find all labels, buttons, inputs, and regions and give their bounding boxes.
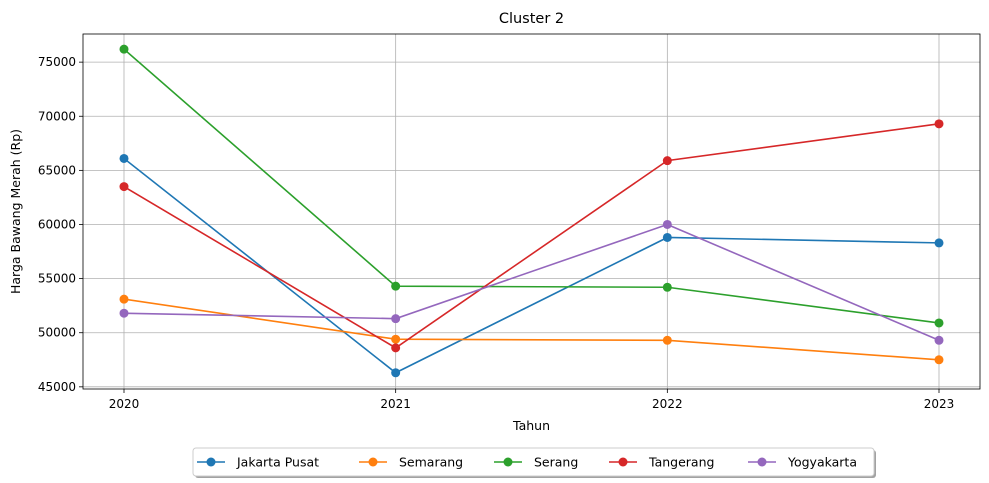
series-line (123, 223, 940, 342)
legend-marker (206, 457, 216, 467)
data-point (119, 153, 129, 163)
legend-label: Yogyakarta (787, 455, 857, 470)
data-point (391, 368, 401, 378)
y-tick-label: 75000 (38, 55, 76, 69)
x-tick-label: 2020 (109, 397, 140, 411)
series-line (123, 48, 940, 324)
data-point (391, 314, 401, 324)
legend-item: Jakarta Pusat (197, 455, 319, 470)
data-point (119, 308, 129, 318)
data-point (662, 335, 672, 345)
legend-marker (368, 457, 378, 467)
x-tick-label: 2022 (652, 397, 683, 411)
legend-label: Semarang (399, 455, 463, 470)
data-point (119, 182, 129, 192)
data-point (934, 238, 944, 248)
data-point (934, 335, 944, 345)
data-point (934, 355, 944, 365)
y-axis-ticks: 45000 50000 55000 60000 65000 70000 75000 (38, 55, 83, 394)
series-jakarta-pusat (119, 153, 944, 378)
x-tick-label: 2021 (380, 397, 411, 411)
y-tick-label: 65000 (38, 163, 76, 177)
legend-item: Yogyakarta (748, 455, 857, 470)
data-point (662, 282, 672, 292)
series-serang (119, 44, 944, 328)
plot-frame (82, 33, 981, 390)
x-tick-label: 2023 (924, 397, 955, 411)
series-line (123, 123, 940, 349)
x-axis-ticks: 2020 2021 2022 2023 (109, 389, 955, 411)
data-point (662, 156, 672, 166)
y-tick-label: 45000 (38, 380, 76, 394)
data-point (391, 281, 401, 291)
legend-item: Serang (494, 455, 578, 470)
data-point (662, 232, 672, 242)
series-yogyakarta (119, 219, 944, 345)
legend: Jakarta Pusat Semarang Serang Tangerang Yogy… (192, 447, 876, 478)
data-point (119, 44, 129, 54)
legend-label: Jakarta Pusat (236, 455, 319, 470)
x-axis-label: Tahun (512, 418, 550, 433)
legend-item: Semarang (359, 455, 463, 470)
y-tick-label: 55000 (38, 272, 76, 286)
data-point (391, 343, 401, 353)
data-point (934, 119, 944, 129)
y-tick-label: 70000 (38, 109, 76, 123)
y-tick-label: 50000 (38, 326, 76, 340)
grid (83, 34, 980, 389)
series-line (123, 298, 940, 361)
legend-label: Tangerang (648, 455, 714, 470)
legend-label: Serang (534, 455, 578, 470)
series-tangerang (119, 119, 944, 353)
legend-marker (757, 457, 767, 467)
legend-marker (503, 457, 513, 467)
series-line (123, 157, 940, 374)
series-group (119, 44, 944, 378)
legend-item: Tangerang (609, 455, 714, 470)
data-point (119, 294, 129, 304)
chart-title: Cluster 2 (499, 11, 564, 27)
series-semarang (119, 294, 944, 365)
data-point (934, 318, 944, 328)
y-tick-label: 60000 (38, 217, 76, 231)
legend-box (192, 447, 875, 477)
legend-marker (618, 457, 628, 467)
data-point (391, 334, 401, 344)
data-point (662, 219, 672, 229)
y-axis-label: Harga Bawang Merah (Rp) (8, 129, 23, 294)
